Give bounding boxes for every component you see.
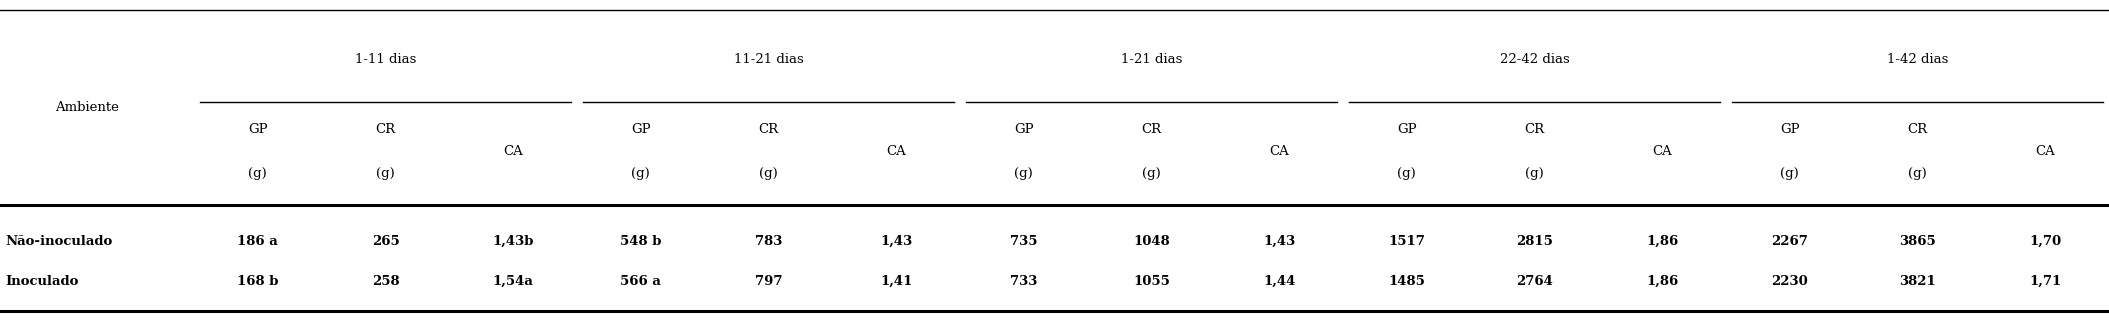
- Text: 265: 265: [371, 235, 399, 248]
- Text: (g): (g): [375, 166, 394, 180]
- Text: CA: CA: [504, 145, 523, 158]
- Text: 186 a: 186 a: [238, 235, 278, 248]
- Text: CA: CA: [2035, 145, 2054, 158]
- Text: CA: CA: [1270, 145, 1289, 158]
- Text: 168 b: 168 b: [236, 275, 278, 288]
- Text: GP: GP: [1780, 123, 1799, 137]
- Text: 1,43b: 1,43b: [491, 235, 534, 248]
- Text: 1,44: 1,44: [1263, 275, 1295, 288]
- Text: 22-42 dias: 22-42 dias: [1499, 53, 1569, 67]
- Text: CR: CR: [375, 123, 396, 137]
- Text: CR: CR: [759, 123, 778, 137]
- Text: 11-21 dias: 11-21 dias: [734, 53, 804, 67]
- Text: 1,43: 1,43: [879, 235, 913, 248]
- Text: 2267: 2267: [1772, 235, 1807, 248]
- Text: 1055: 1055: [1133, 275, 1170, 288]
- Text: 1-21 dias: 1-21 dias: [1120, 53, 1183, 67]
- Text: 1,54a: 1,54a: [494, 275, 534, 288]
- Text: GP: GP: [631, 123, 652, 137]
- Text: 1517: 1517: [1388, 235, 1426, 248]
- Text: 783: 783: [755, 235, 782, 248]
- Text: CA: CA: [886, 145, 907, 158]
- Text: (g): (g): [1525, 166, 1544, 180]
- Text: 3821: 3821: [1898, 275, 1936, 288]
- Text: 1-42 dias: 1-42 dias: [1888, 53, 1949, 67]
- Text: 1,41: 1,41: [879, 275, 913, 288]
- Text: 2230: 2230: [1772, 275, 1807, 288]
- Text: 1,86: 1,86: [1645, 235, 1679, 248]
- Text: 733: 733: [1010, 275, 1038, 288]
- Text: 735: 735: [1010, 235, 1038, 248]
- Text: (g): (g): [1780, 166, 1799, 180]
- Text: Ambiente: Ambiente: [55, 101, 120, 114]
- Text: GP: GP: [1014, 123, 1033, 137]
- Text: CA: CA: [1651, 145, 1672, 158]
- Text: 1-11 dias: 1-11 dias: [354, 53, 415, 67]
- Text: Inoculado: Inoculado: [6, 275, 80, 288]
- Text: (g): (g): [1143, 166, 1160, 180]
- Text: 2764: 2764: [1516, 275, 1552, 288]
- Text: 1,70: 1,70: [2029, 235, 2060, 248]
- Text: 3865: 3865: [1898, 235, 1936, 248]
- Text: 2815: 2815: [1516, 235, 1552, 248]
- Text: (g): (g): [631, 166, 650, 180]
- Text: (g): (g): [1909, 166, 1928, 180]
- Text: (g): (g): [1014, 166, 1033, 180]
- Text: Não-inoculado: Não-inoculado: [6, 235, 114, 248]
- Text: 797: 797: [755, 275, 782, 288]
- Text: GP: GP: [249, 123, 268, 137]
- Text: 566 a: 566 a: [620, 275, 662, 288]
- Text: 1048: 1048: [1133, 235, 1170, 248]
- Text: (g): (g): [1398, 166, 1417, 180]
- Text: 548 b: 548 b: [620, 235, 662, 248]
- Text: 1,86: 1,86: [1645, 275, 1679, 288]
- Text: CR: CR: [1907, 123, 1928, 137]
- Text: CR: CR: [1525, 123, 1544, 137]
- Text: 1,43: 1,43: [1263, 235, 1295, 248]
- Text: 1485: 1485: [1388, 275, 1426, 288]
- Text: 1,71: 1,71: [2029, 275, 2060, 288]
- Text: (g): (g): [759, 166, 778, 180]
- Text: CR: CR: [1141, 123, 1162, 137]
- Text: GP: GP: [1396, 123, 1417, 137]
- Text: (g): (g): [249, 166, 268, 180]
- Text: 258: 258: [371, 275, 399, 288]
